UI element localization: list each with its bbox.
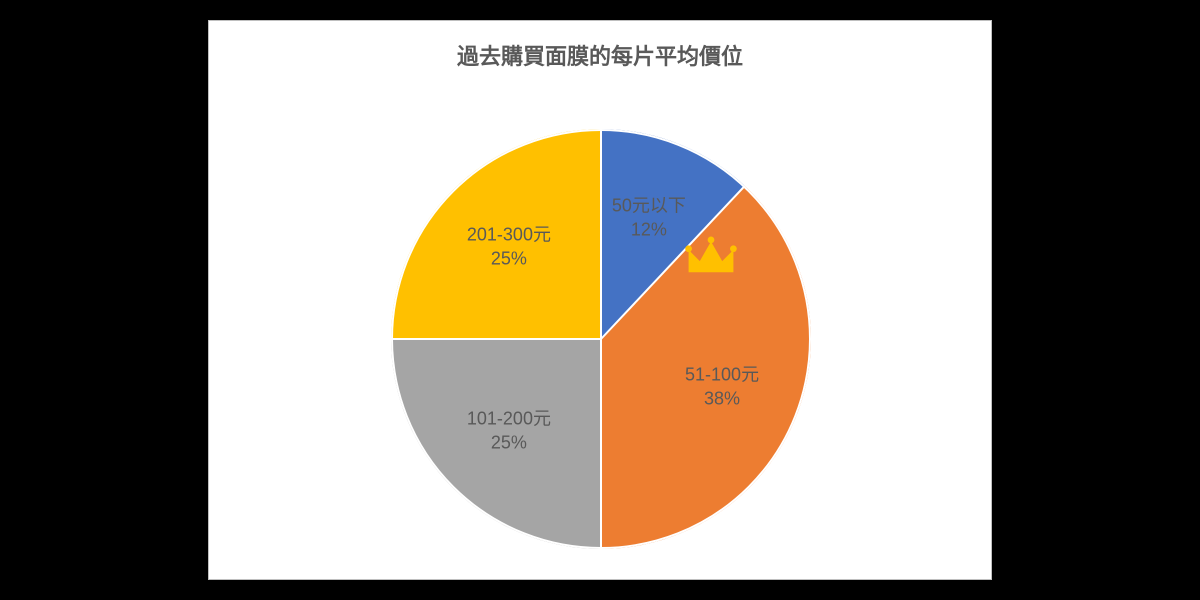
slice-name: 50元以下 <box>612 196 686 216</box>
slice-name: 101-200元 <box>467 409 551 429</box>
crown-icon <box>683 233 739 283</box>
slice-name: 51-100元 <box>685 365 759 385</box>
chart-title: 過去購買面膜的每片平均價位 <box>209 39 991 71</box>
slice-label: 201-300元 25% <box>467 223 551 272</box>
pie-chart: 50元以下 12% 51-100元 38% 101-200元 25% 201-300元 25% <box>391 129 811 549</box>
slice-name: 201-300元 <box>467 225 551 245</box>
slice-label: 50元以下 12% <box>612 194 686 243</box>
slice-percent: 25% <box>491 249 527 269</box>
slice-label: 101-200元 25% <box>467 407 551 456</box>
pie-borders <box>391 129 811 549</box>
chart-card: 過去購買面膜的每片平均價位 50元以下 12% 51-100元 38% 101-200元… <box>208 20 992 580</box>
slice-percent: 25% <box>491 433 527 453</box>
slice-percent: 12% <box>631 220 667 240</box>
slice-label: 51-100元 38% <box>685 363 759 412</box>
slice-percent: 38% <box>704 389 740 409</box>
